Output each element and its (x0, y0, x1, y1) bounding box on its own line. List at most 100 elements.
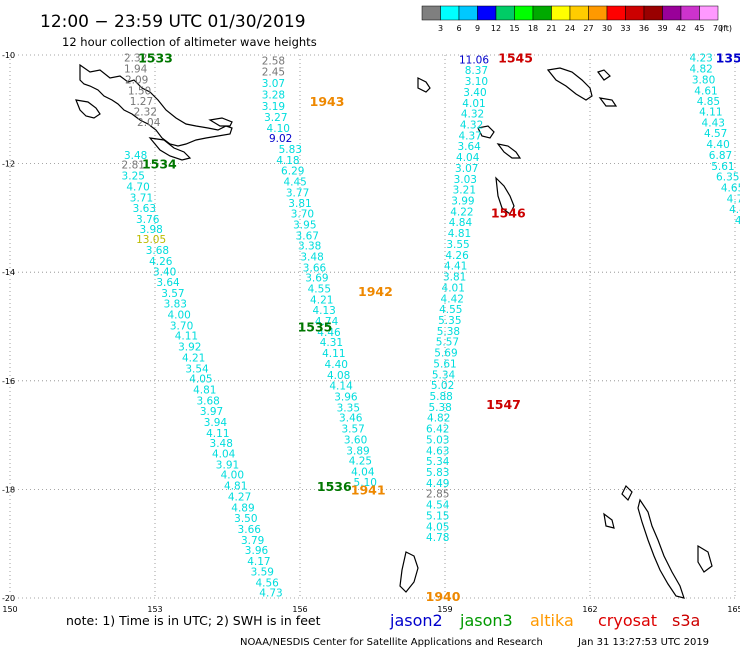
wave-height-value: 8.37 (465, 65, 488, 77)
wave-height-value: 6.87 (709, 150, 732, 162)
colorbar-label: 12 (491, 24, 501, 33)
wave-height-value: 4.31 (320, 337, 343, 349)
wave-height-value: 4.41 (444, 261, 467, 273)
coastline-new-guinea (79, 63, 233, 147)
wave-height-value: 3.27 (264, 112, 287, 124)
wave-height-value: 11.06 (459, 54, 489, 66)
footer-timestamp: Jan 31 13:27:53 UTC 2019 (577, 637, 709, 648)
colorbar-label: 30 (602, 24, 612, 33)
wave-height-value: 3.98 (139, 224, 162, 236)
wave-height-value: 3.28 (262, 90, 285, 102)
wave-height-value: 4.81 (448, 228, 471, 240)
grid-lines (9, 54, 736, 599)
coastline-san-cristobal (496, 143, 522, 159)
coastline-island-f (621, 484, 633, 502)
wave-height-value: 4.05 (426, 521, 449, 533)
wave-height-value: 2.32 (134, 106, 157, 118)
wave-height-value: 5.83 (426, 467, 449, 479)
lat-tick-label: -18 (2, 485, 15, 494)
wave-height-value: 4.74 (315, 316, 339, 328)
colorbar-swatch (551, 5, 571, 21)
wave-height-value: 4.43 (702, 117, 725, 129)
wave-height-value: 5.61 (711, 161, 734, 173)
coastline-island-a (75, 99, 101, 119)
wave-height-value: 4.73 (259, 588, 282, 600)
wave-height-value: 5.15 (426, 510, 449, 522)
satellite-altika: altika (530, 611, 574, 630)
wave-height-value: 5.83 (279, 144, 302, 156)
lat-tick-label: -16 (2, 377, 15, 386)
wave-height-value: 4.14 (329, 381, 353, 393)
pass-time-label: 1534 (142, 157, 177, 172)
colorbar-swatch (680, 5, 700, 21)
wave-height-value: 3.63 (133, 203, 156, 215)
wave-height-value: 3.59 (251, 566, 274, 578)
pass-time-label: 1546 (491, 205, 526, 220)
wave-height-value: 4.45 (283, 177, 306, 189)
coastline-island-e (598, 97, 618, 107)
wave-height-value: 9.02 (269, 133, 292, 145)
pass-time-label: 1533 (138, 51, 173, 66)
wave-height-value: 4.37 (458, 130, 481, 142)
wave-height-value: 1.94 (124, 64, 148, 76)
wave-height-value: 4.04 (456, 152, 480, 164)
coastline-reef (603, 512, 615, 529)
wave-height-value: 3.19 (262, 101, 285, 113)
coastline-island-d (597, 69, 611, 81)
wave-height-value: 3.48 (300, 251, 323, 263)
track-1943: 2.582.453.073.283.193.274.109.025.834.18… (262, 55, 377, 488)
wave-height-value: 6.35 (716, 172, 739, 184)
track-1351: 4.234.823.804.614.854.114.434.574.406.87… (689, 53, 740, 227)
wave-height-value: 3.66 (238, 524, 262, 536)
wave-height-value: 4.01 (462, 98, 485, 110)
wave-height-value: 2.04 (137, 117, 161, 129)
wave-height-value: 5.88 (429, 391, 452, 403)
wave-height-value: 3.40 (463, 87, 486, 99)
wave-height-value: 5.57 (436, 337, 459, 349)
colorbar-swatch (495, 5, 515, 21)
colorbar-label: 24 (565, 24, 575, 33)
wave-height-value: 2.09 (125, 74, 148, 86)
footer-note: note: 1) Time is in UTC; 2) SWH is in fe… (66, 613, 321, 628)
wave-height-value: 4.55 (439, 304, 462, 316)
wave-height-value: 4.27 (228, 491, 251, 503)
colorbar-label: 18 (528, 24, 538, 33)
colorbar-label: 9 (475, 24, 480, 33)
wave-height-value: 3.97 (200, 406, 223, 418)
wave-height-value: 5.61 (433, 358, 456, 370)
pass-time-label: 1941 (351, 482, 386, 497)
wave-height-value: 4.26 (149, 256, 173, 268)
colorbar-swatch (532, 5, 552, 21)
wave-height-value: 5.02 (431, 380, 454, 392)
wave-height-value: 2.32 (124, 53, 147, 65)
wave-height-value: 4.82 (689, 64, 712, 76)
colorbar-label: 42 (676, 24, 686, 33)
colorbar-swatch (625, 5, 645, 21)
pass-time-label: 1545 (498, 51, 533, 66)
wave-height-value: 3.66 (303, 262, 327, 274)
colorbar-label: 45 (694, 24, 704, 33)
map-subtitle: 12 hour collection of altimeter wave hei… (62, 35, 317, 49)
wave-height-value: 4.70 (126, 181, 149, 193)
track-1533: 2.321.942.091.501.272.322.043.482.813.25… (122, 53, 283, 600)
colorbar-legend: 3 6 9 12 15 18 21 24 27 30 33 36 39 42 45 70(ft) (421, 5, 732, 33)
wave-height-value: 4.25 (349, 456, 372, 468)
colorbar-swatch (662, 5, 682, 21)
wave-height-value: 3.35 (337, 402, 360, 414)
lon-tick-label: 153 (147, 605, 162, 614)
map-title: 12:00 − 23:59 UTC 01/30/2019 (40, 12, 306, 32)
wave-height-value: 4. (735, 215, 740, 227)
wave-height-value: 3.96 (245, 545, 269, 557)
wave-height-value: 4.55 (308, 283, 331, 295)
pass-time-label: 1942 (358, 284, 393, 299)
colorbar-swatch (440, 5, 460, 21)
colorbar-swatch (514, 5, 534, 21)
colorbar-unit: (ft) (720, 24, 732, 33)
wave-height-value: 3.46 (339, 413, 363, 425)
wave-height-value: 4.08 (327, 370, 350, 382)
pass-time-label: 1535 (298, 320, 333, 335)
wave-height-value: 4.21 (310, 294, 333, 306)
wave-height-value: 4.00 (221, 470, 244, 482)
axis-labels: 150 153 156 159 162 165 -10 -12 -14 -16 -18 -20 (2, 51, 740, 614)
wave-height-value: 4.40 (706, 139, 729, 151)
